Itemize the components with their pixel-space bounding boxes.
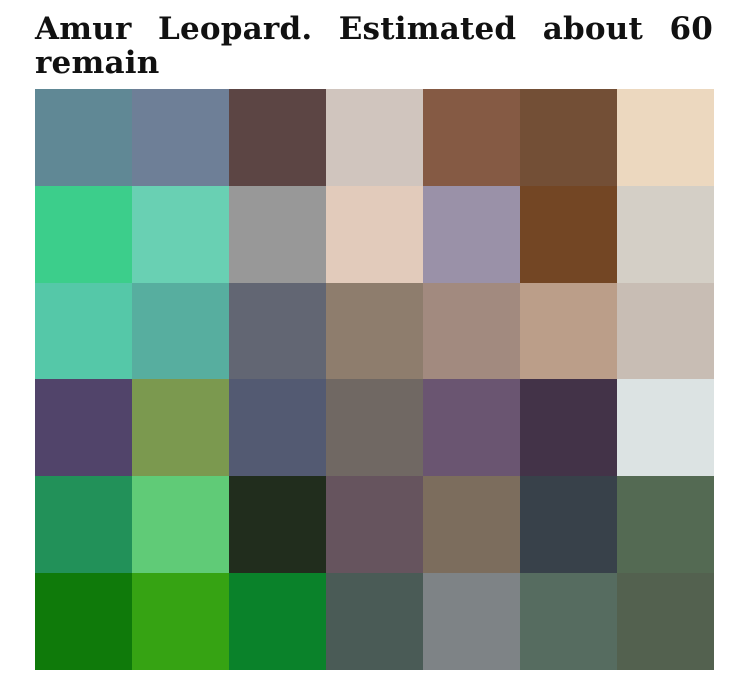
- color-swatch: [423, 185, 520, 283]
- color-swatch: [35, 476, 132, 573]
- color-swatch: [423, 476, 520, 573]
- color-swatch: [132, 379, 229, 477]
- color-swatch: [423, 379, 520, 477]
- color-swatch: [326, 185, 423, 283]
- color-swatch: [617, 282, 714, 380]
- color-swatch: [35, 379, 132, 477]
- color-swatch-grid: [35, 89, 714, 670]
- color-swatch: [132, 185, 229, 283]
- color-swatch: [617, 572, 714, 670]
- color-swatch: [326, 476, 423, 573]
- color-swatch: [520, 185, 617, 283]
- page-title: Amur Leopard. Estimated about 60 remain: [35, 11, 713, 81]
- color-swatch: [520, 89, 617, 186]
- color-swatch: [617, 379, 714, 477]
- color-swatch: [326, 282, 423, 380]
- color-swatch: [326, 572, 423, 670]
- color-swatch: [132, 89, 229, 186]
- color-swatch: [132, 282, 229, 380]
- color-swatch: [423, 572, 520, 670]
- color-swatch: [35, 89, 132, 186]
- color-swatch: [423, 89, 520, 186]
- color-swatch: [617, 89, 714, 186]
- color-swatch: [229, 572, 326, 670]
- color-swatch: [617, 185, 714, 283]
- color-swatch: [229, 89, 326, 186]
- color-swatch: [132, 476, 229, 573]
- color-swatch: [35, 572, 132, 670]
- color-swatch: [229, 185, 326, 283]
- color-swatch: [617, 476, 714, 573]
- color-swatch: [520, 282, 617, 380]
- color-swatch: [35, 282, 132, 380]
- color-swatch: [229, 476, 326, 573]
- color-swatch: [132, 572, 229, 670]
- color-swatch: [229, 282, 326, 380]
- color-swatch: [326, 379, 423, 477]
- color-swatch: [229, 379, 326, 477]
- color-swatch: [423, 282, 520, 380]
- color-swatch: [520, 476, 617, 573]
- color-swatch: [520, 572, 617, 670]
- color-swatch: [35, 185, 132, 283]
- color-swatch: [520, 379, 617, 477]
- color-swatch: [326, 89, 423, 186]
